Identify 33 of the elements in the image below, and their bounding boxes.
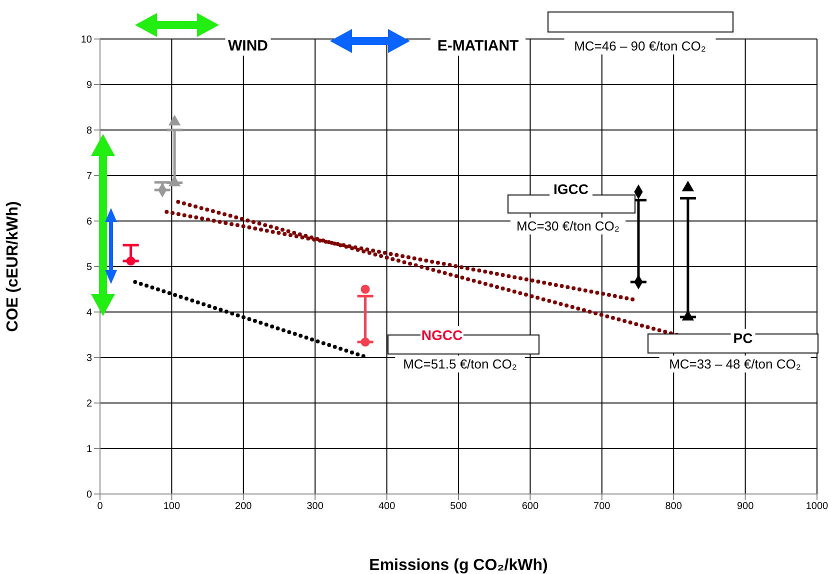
y-tick-label: 0 [86,490,92,501]
x-tick-label: 700 [594,501,611,512]
y-tick-label: 10 [80,34,92,46]
x-tick-label: 900 [736,501,754,512]
x-tick-label: 200 [235,501,252,512]
annotation: MC=46 – 90 €/ton CO₂ [574,38,706,54]
annotation: IGCC [554,181,588,197]
x-tick-label: 400 [378,501,396,512]
annotation: PC [733,330,753,346]
y-tick-label: 2 [86,398,92,410]
y-tick-label: 8 [86,126,92,137]
y-tick-label: 1 [86,444,92,456]
annotation: MC=30 €/ton CO₂ [516,218,620,234]
annotation: MC=33 – 48 €/ton CO₂ [669,356,801,372]
x-tick-label: 1000 [806,501,829,512]
x-tick-label: 800 [665,501,682,512]
x-tick-label: 0 [97,501,104,512]
y-tick-label: 7 [86,171,92,182]
annotation: E-MATIANT [437,38,519,54]
annotation: MC=51.5 €/ton CO₂ [403,356,517,372]
y-axis-title: COE (cEUR/kWh) [4,201,22,332]
annotation: NGCC [421,327,463,343]
x-axis-title: Emissions (g CO₂/kWh) [369,557,548,574]
y-tick-label: 9 [86,80,92,92]
y-tick-label: 6 [86,216,92,228]
y-tick-label: 4 [86,308,92,319]
x-tick-label: 600 [522,501,539,512]
x-tick-label: 300 [306,501,324,512]
y-tick-label: 5 [86,262,92,274]
x-tick-label: 100 [163,501,180,512]
annotation: WIND [228,38,268,54]
x-tick-label: 500 [450,501,468,512]
y-tick-label: 3 [86,353,92,364]
